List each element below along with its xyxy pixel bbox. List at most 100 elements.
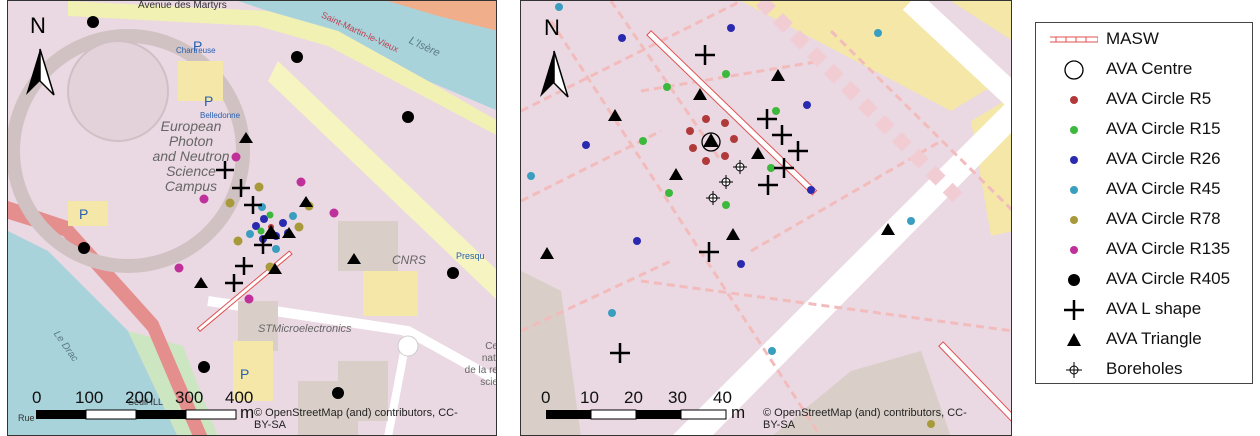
- scale-tick: 400: [225, 388, 254, 407]
- north-label: N: [30, 13, 46, 38]
- red-dot-icon: [1070, 96, 1078, 104]
- parking-icon: P: [79, 206, 89, 222]
- scale-tick: 30: [668, 388, 687, 407]
- point-r15: [257, 227, 265, 235]
- point-r5: [702, 157, 710, 165]
- point-triangle: [881, 223, 895, 235]
- point-triangle: [282, 227, 296, 238]
- parking-icon: P: [193, 38, 203, 54]
- point-triangle: [669, 168, 683, 180]
- magenta-dot-icon: [1070, 246, 1078, 254]
- point-r26: [582, 141, 590, 149]
- scale-tick: 10: [580, 388, 599, 407]
- detail-map-canvas: [521, 1, 1011, 435]
- point-triangle: [239, 132, 253, 143]
- place-label: CNRS: [392, 253, 427, 267]
- masw-line: [646, 30, 818, 196]
- north-arrow-icon: [26, 48, 55, 96]
- scale-tick: 20: [624, 388, 643, 407]
- place-label: Belledonne: [200, 111, 241, 120]
- point-triangle: [262, 225, 280, 239]
- point-triangle: [693, 88, 707, 100]
- point-r26: [279, 219, 287, 227]
- point-r45: [907, 217, 915, 225]
- point-r45: [768, 347, 776, 355]
- point-triangle: [540, 247, 554, 259]
- point-r15: [663, 83, 671, 91]
- map-attribution: © OpenStreetMap (and) contributors, CC- …: [254, 407, 458, 431]
- point-r5: [730, 135, 738, 143]
- point-r15: [639, 137, 647, 145]
- point-r26: [803, 101, 811, 109]
- triangle-icon: [1067, 333, 1081, 346]
- point-r45: [246, 230, 254, 238]
- point-r26: [633, 237, 641, 245]
- detail-map: N 0 10 20 30 40 m © OpenStreetMap (and) …: [520, 0, 1012, 436]
- point-r405: [402, 111, 414, 123]
- point-triangle: [194, 277, 208, 288]
- point-r135: [231, 152, 241, 162]
- scale-tick: 100: [75, 388, 104, 407]
- point-r45: [555, 3, 563, 11]
- scale-tick: 40: [713, 388, 732, 407]
- scale-unit: m: [240, 403, 255, 422]
- olive-dot-icon: [1070, 216, 1078, 224]
- point-r5: [702, 115, 710, 123]
- place-label: Ce nati de la re scie: [464, 341, 497, 388]
- point-r135: [329, 208, 339, 218]
- point-r5: [686, 127, 694, 135]
- point-r15: [665, 189, 673, 197]
- borehole-icon: [1066, 362, 1082, 378]
- place-label: STMicroelectronics: [258, 323, 352, 335]
- legend-item-r5: AVA Circle R5: [1036, 85, 1252, 115]
- point-r15: [722, 201, 730, 209]
- green-dot-icon: [1070, 126, 1078, 134]
- place-label: Chartreuse: [176, 46, 216, 55]
- legend-item-l-shape: AVA L shape: [1036, 295, 1252, 325]
- masw-line: [938, 341, 1011, 426]
- point-r405: [87, 16, 99, 28]
- point-r135: [174, 263, 184, 273]
- cross-icon: [1064, 300, 1084, 320]
- scale-tick: 0: [32, 388, 42, 407]
- point-triangle: [703, 133, 719, 147]
- point-triangle: [299, 196, 313, 207]
- point-r405: [447, 267, 459, 279]
- north-label: N: [544, 15, 560, 40]
- point-r78: [233, 236, 243, 246]
- point-r45: [289, 212, 297, 220]
- point-r5: [721, 152, 729, 160]
- point-r45: [608, 309, 616, 317]
- open-circle-icon: [1064, 60, 1084, 80]
- point-triangle: [726, 228, 740, 240]
- survey-points-layer: [527, 3, 1011, 428]
- point-r135: [296, 177, 306, 187]
- point-r26: [260, 215, 268, 223]
- parking-icon: P: [240, 366, 250, 382]
- point-triangle: [268, 263, 282, 274]
- north-arrow-icon: [540, 50, 569, 98]
- legend-item-triangle: AVA Triangle: [1036, 325, 1252, 355]
- point-triangle: [608, 109, 622, 121]
- point-r78: [294, 222, 304, 232]
- point-r45: [527, 172, 535, 180]
- map-legend: MASW AVA Centre AVA Circle R5 AVA Circle…: [1035, 22, 1253, 384]
- point-r405: [291, 51, 303, 63]
- legend-item-r135: AVA Circle R135: [1036, 235, 1252, 265]
- scale-tick: 200: [125, 388, 154, 407]
- point-borehole: [706, 160, 747, 205]
- point-r26: [727, 24, 735, 32]
- legend-item-ava-centre: AVA Centre: [1036, 55, 1252, 85]
- scale-tick: 300: [175, 388, 204, 407]
- legend-item-r45: AVA Circle R45: [1036, 175, 1252, 205]
- point-l-shape: [610, 45, 808, 363]
- place-label: Presqu: [456, 251, 485, 261]
- black-dot-icon: [1068, 274, 1080, 286]
- scale-unit: m: [731, 403, 746, 422]
- point-r45: [272, 245, 280, 253]
- legend-item-r15: AVA Circle R15: [1036, 115, 1252, 145]
- point-triangle: [771, 69, 785, 81]
- parking-icon: P: [204, 93, 214, 109]
- point-r15: [767, 164, 775, 172]
- overview-map: Avenue des Martyrs Saint-Martin-le-Vieux…: [7, 0, 497, 436]
